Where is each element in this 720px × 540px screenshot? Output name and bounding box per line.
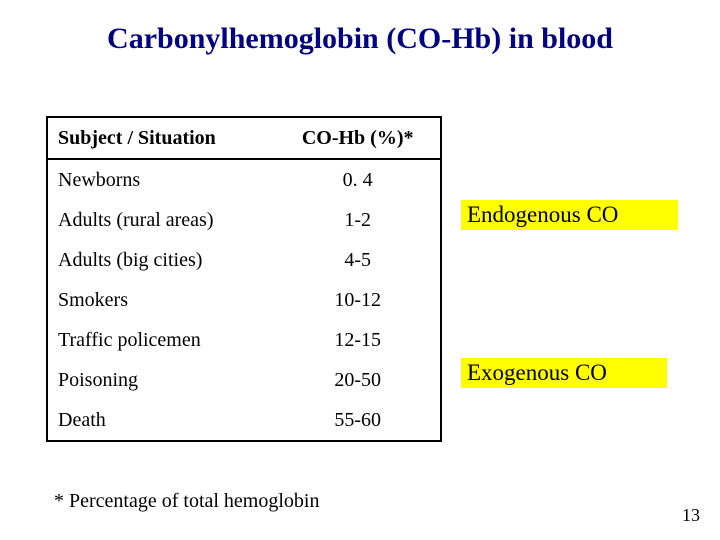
table-row: Adults (rural areas) 1-2 — [48, 200, 440, 240]
cell-subject: Traffic policemen — [48, 320, 275, 360]
table-row: Newborns 0. 4 — [48, 159, 440, 200]
cell-subject: Newborns — [48, 159, 275, 200]
table-row: Smokers 10-12 — [48, 280, 440, 320]
cell-value: 0. 4 — [275, 159, 440, 200]
cell-subject: Adults (rural areas) — [48, 200, 275, 240]
cell-value: 10-12 — [275, 280, 440, 320]
footnote: * Percentage of total hemoglobin — [54, 490, 319, 513]
table-row: Adults (big cities) 4-5 — [48, 240, 440, 280]
table-row: Death 55-60 — [48, 400, 440, 440]
cohb-table: Subject / Situation CO-Hb (%)* Newborns … — [46, 116, 442, 442]
col-header-cohb: CO-Hb (%)* — [275, 118, 440, 159]
cell-subject: Smokers — [48, 280, 275, 320]
page-number: 13 — [682, 505, 700, 526]
cell-value: 55-60 — [275, 400, 440, 440]
table-row: Traffic policemen 12-15 — [48, 320, 440, 360]
cell-subject: Death — [48, 400, 275, 440]
table-row: Poisoning 20-50 — [48, 360, 440, 400]
cell-value: 1-2 — [275, 200, 440, 240]
cell-value: 4-5 — [275, 240, 440, 280]
annotation-exogenous: Exogenous CO — [461, 358, 667, 388]
cell-subject: Poisoning — [48, 360, 275, 400]
annotation-endogenous: Endogenous CO — [461, 200, 678, 230]
slide-title: Carbonylhemoglobin (CO-Hb) in blood — [0, 22, 720, 56]
cell-subject: Adults (big cities) — [48, 240, 275, 280]
cell-value: 12-15 — [275, 320, 440, 360]
cell-value: 20-50 — [275, 360, 440, 400]
col-header-subject: Subject / Situation — [48, 118, 275, 159]
